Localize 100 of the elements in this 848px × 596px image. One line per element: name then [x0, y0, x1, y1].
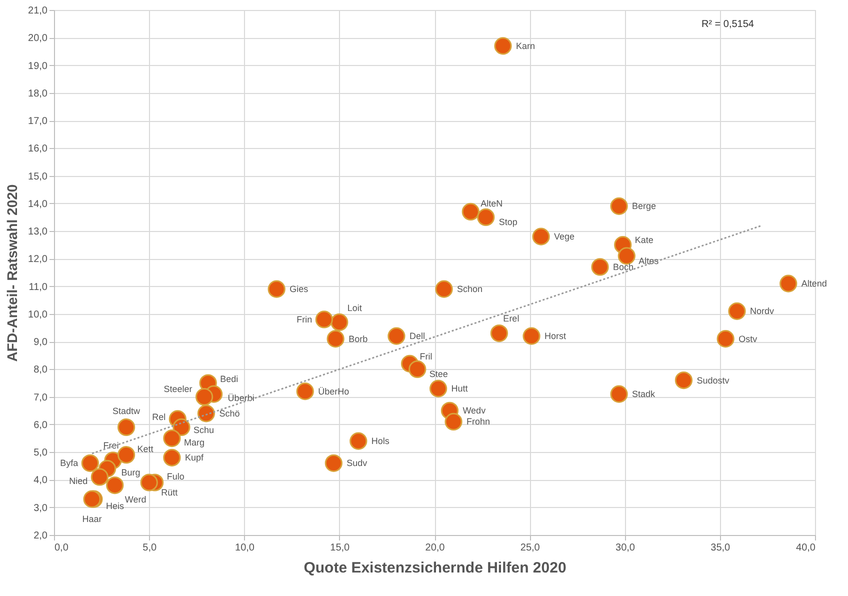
point — [462, 202, 480, 221]
x-tick-label: 40,0 — [796, 542, 816, 554]
data-label: Nordv — [750, 306, 775, 316]
y-tick-label: 21,0 — [28, 6, 48, 16]
y-tick-label: 9,0 — [34, 337, 48, 348]
data-label: Altes — [638, 256, 660, 266]
data-label: Burg — [121, 468, 140, 478]
point — [610, 197, 628, 215]
y-tick-label: 19,0 — [28, 60, 48, 72]
data-label: Fulo — [166, 472, 184, 482]
data-label: Sudv — [346, 458, 368, 468]
y-tick-label: 7,0 — [34, 392, 48, 404]
data-label: Stadk — [632, 389, 656, 400]
y-tick-label: 3,0 — [34, 502, 48, 514]
data-label: Werd — [124, 494, 146, 504]
y-tick-label: 2,0 — [34, 530, 48, 542]
point — [268, 280, 286, 298]
x-tick-label: 35,0 — [710, 542, 731, 554]
data-label: Schö — [219, 408, 240, 418]
data-label: Gies — [290, 284, 309, 294]
point — [140, 474, 158, 492]
data-label: Altend — [801, 278, 827, 289]
x-tick-label: 15,0 — [330, 542, 350, 554]
data-label: Hutt — [451, 384, 468, 394]
data-label: Rütt — [161, 488, 178, 498]
data-label: Dell — [409, 331, 425, 342]
x-tick-label: 25,0 — [520, 542, 540, 554]
point — [163, 429, 181, 448]
y-tick-label: 11,0 — [28, 282, 48, 293]
annotation: R² = 0,5154 — [701, 19, 754, 30]
data-label: Frohn — [466, 416, 490, 427]
data-label: ÜberHo — [318, 386, 350, 396]
point — [618, 247, 636, 265]
point — [324, 454, 342, 472]
point — [163, 448, 181, 466]
point — [408, 360, 426, 378]
point — [388, 327, 406, 345]
data-label: Haar — [82, 514, 102, 524]
data-label: Schon — [457, 284, 483, 294]
point — [728, 302, 746, 320]
data-label: Wedv — [462, 406, 486, 416]
point — [197, 404, 216, 422]
point — [610, 385, 628, 403]
y-tick-label: 13,0 — [28, 226, 48, 238]
data-label: Loit — [347, 303, 362, 314]
data-label: Kett — [137, 444, 154, 454]
data-label: Rel — [152, 412, 166, 422]
point — [435, 280, 453, 298]
y-tick-label: 18,0 — [28, 88, 48, 100]
point — [117, 446, 136, 464]
point — [429, 380, 448, 398]
y-axis-title: AFD-Anteil- Ratswahl 2020 — [4, 184, 20, 362]
data-label: Schu — [193, 425, 214, 436]
point — [490, 324, 508, 342]
y-tick-label: 20,0 — [28, 33, 48, 44]
point — [350, 432, 368, 450]
data-label: Marg — [184, 437, 204, 448]
data-label: Überbi — [228, 393, 254, 404]
point — [330, 313, 348, 332]
point — [522, 327, 540, 345]
point — [315, 310, 333, 328]
data-label: Stee — [429, 369, 448, 380]
point — [444, 412, 462, 431]
data-label: Vege — [554, 232, 575, 242]
data-label: Ostv — [738, 334, 758, 344]
data-label: Boch — [613, 262, 634, 272]
x-tick-label: 20,0 — [425, 542, 446, 554]
point — [90, 468, 108, 486]
point — [195, 388, 214, 406]
point — [494, 37, 512, 55]
x-tick-label: 5,0 — [142, 542, 158, 554]
x-tick-label: 10,0 — [235, 542, 255, 554]
y-tick-label: 4,0 — [34, 475, 48, 486]
data-label: Berge — [632, 201, 656, 212]
data-label: Kate — [634, 234, 654, 245]
y-tick-label: 16,0 — [28, 144, 48, 155]
data-label: Karn — [516, 40, 536, 51]
y-tick-label: 8,0 — [34, 364, 48, 376]
data-label: Heis — [106, 501, 124, 512]
x-tick-label: 0,0 — [54, 542, 69, 554]
y-tick-label: 17,0 — [28, 116, 48, 128]
data-label: Frin — [296, 314, 312, 324]
y-tick-label: 12,0 — [28, 254, 48, 266]
data-label: Erel — [503, 313, 520, 324]
x-tick-label: 30,0 — [616, 542, 636, 554]
point — [591, 258, 609, 276]
y-tick-label: 10,0 — [28, 309, 48, 320]
y-tick-label: 6,0 — [34, 420, 48, 431]
data-label: Fril — [420, 352, 432, 362]
data-label: Bedi — [220, 374, 238, 384]
point — [477, 208, 495, 226]
data-label: AlteN — [480, 198, 503, 209]
point — [81, 454, 99, 472]
point — [780, 274, 798, 292]
data-label: Stop — [498, 217, 518, 228]
data-label: Sudostv — [696, 375, 730, 386]
data-label: Byfa — [60, 458, 78, 468]
data-label: Steeler — [164, 384, 192, 394]
point — [532, 228, 550, 246]
point — [296, 382, 314, 400]
